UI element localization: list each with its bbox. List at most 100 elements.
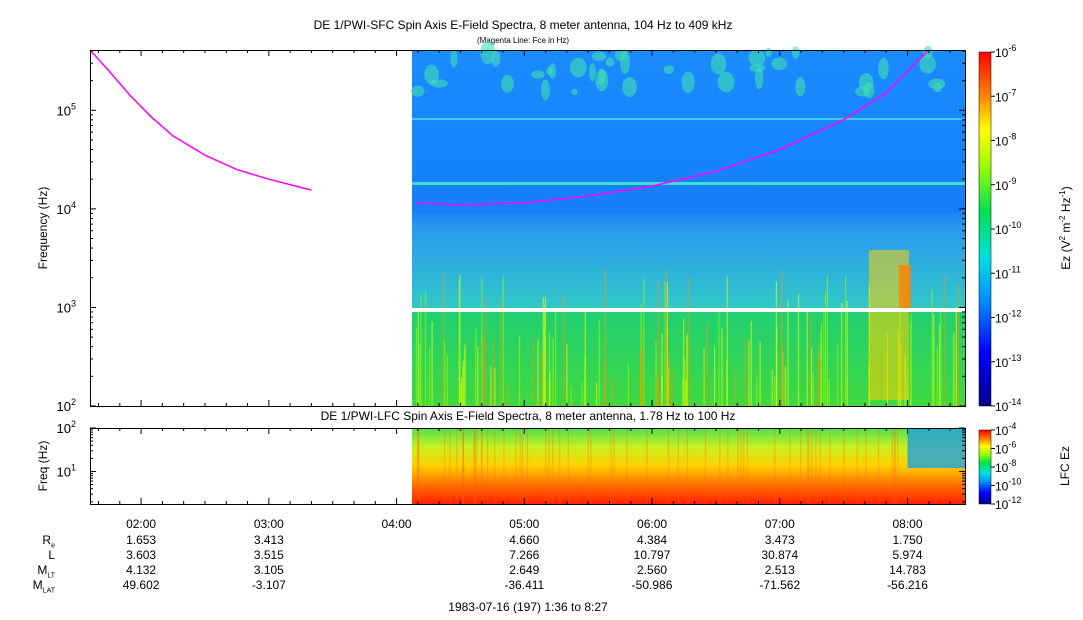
spectrogram-streak [640,348,642,406]
lfc-plot-frame [90,428,966,505]
spectrogram-blob [878,57,889,80]
spectrogram-streak [581,382,583,406]
spectrogram-streak [784,365,786,406]
spectrogram-streak [841,302,843,406]
spectrogram-streak [933,314,935,406]
spectrogram-streak [611,376,613,406]
spectrogram-streak [685,379,687,406]
spectrogram-streak [604,268,606,406]
spectrogram-streak [503,428,505,504]
spectrogram-streak [825,292,827,406]
spectrogram-streak [610,428,612,504]
sfc-colorbar [978,51,992,407]
spectrogram-streak [727,428,729,504]
spectrogram-streak [893,428,895,504]
spectrogram-streak [789,428,791,504]
ephemeris-value: 2.513 [764,563,795,577]
spectrogram-streak [490,366,492,407]
spectrogram-streak [856,428,858,504]
spectrogram-streak [714,346,716,406]
ephemeris-value: 2.649 [509,563,540,577]
spectrogram-streak [587,428,589,504]
spectrogram-streak [958,284,960,406]
spectrogram-streak [428,347,431,406]
spectrogram-streak [603,358,606,406]
spectrogram-streak [506,385,509,406]
colorbar-tick-label: 10-4 [995,421,1016,438]
spectrogram-streak [807,428,809,504]
spectrogram-streak [613,428,615,504]
spectrogram-burst [898,265,911,310]
time-tick-label: 02:00 [126,517,157,531]
spectrogram-streak [665,270,667,406]
lfc-panel-title: DE 1/PWI-LFC Spin Axis E-Field Spectra, … [320,409,736,423]
ephemeris-value: 3.473 [764,533,795,547]
sfc-y-axis: 102 103 104 105 [57,50,965,414]
colorbar-tick-label: 10-12 [995,309,1021,326]
spectrogram-streak [543,305,546,406]
spectrogram-streak [449,428,451,504]
spectrogram-streak [938,324,941,406]
spectrogram-streak [415,327,417,406]
ephemeris-row-label: Re [42,533,55,550]
ephemeris-value: 1.750 [892,533,923,547]
spectrogram-streak [463,428,465,504]
time-tick-label: 05:00 [509,517,540,531]
spectrogram-streak [703,348,705,406]
spectrogram-blob [933,82,943,93]
colorbar-tick-label: 10-10 [995,477,1021,494]
spectrogram-streak [740,428,742,504]
chart-title: DE 1/PWI-SFC Spin Axis E-Field Spectra, … [313,18,733,32]
spectrogram-streak [655,376,657,406]
ephemeris-value: 3.603 [126,548,157,562]
spectrogram-streak [910,314,912,406]
chart-subtitle: (Magenta Line: Fce in Hz) [476,36,570,45]
spectrogram-streak [820,331,822,406]
spectrogram-streak [518,335,521,406]
colorbar-tick-label: 10-10 [995,220,1021,237]
sfc-data-gap-line [412,308,965,312]
spectrogram-streak [567,428,569,504]
lfc-spectrogram-data [412,428,965,504]
ephemeris-value: -3.107 [251,578,286,592]
spectrogram-streak [431,321,433,406]
spectrogram-streak [563,294,565,406]
spectrogram-streak [462,360,464,406]
lfc-spectrogram-streaks [417,428,965,504]
spectrogram-streak [417,428,419,504]
ephemeris-value: 7.266 [509,548,540,562]
spectrogram-blob [410,85,425,97]
spectrogram-streak [456,428,458,504]
spectrogram-blob [755,67,764,90]
spectrogram-streak [865,428,867,504]
spectrogram-streak [444,428,446,504]
ephemeris-row-label: MLAT [32,578,55,595]
spectrogram-streak [664,281,666,406]
ephemeris-value: -50.986 [631,578,673,592]
spectrogram-streak [671,371,673,406]
spectrogram-streak [590,428,592,504]
time-tick-label: 03:00 [253,517,284,531]
spectrogram-streak [843,428,845,504]
spectrogram-blob [591,51,607,61]
spectrogram-streak [800,428,802,504]
colorbar-tick-label: 10-14 [995,397,1021,414]
ephemeris-value: 3.413 [253,533,284,547]
spectrogram-blob [450,49,458,68]
spectrogram-streak [552,337,554,406]
spectrogram-streak [806,309,808,406]
spectrogram-streak [936,347,938,406]
spectrogram-blob [681,71,695,94]
spectrogram-streak [462,428,464,504]
spectrogram-streak [475,328,477,406]
ephemeris-value: -71.562 [759,578,801,592]
spectrogram-streak [477,346,479,406]
spectrogram-streak [744,337,746,406]
ephemeris-row-label: MLT [37,563,55,580]
spectrogram-streak [943,274,945,406]
ephemeris-value: 3.105 [253,563,284,577]
spectrogram-streak [584,312,586,406]
spectrogram-streak [627,363,629,406]
spectrogram-blob [430,79,448,88]
